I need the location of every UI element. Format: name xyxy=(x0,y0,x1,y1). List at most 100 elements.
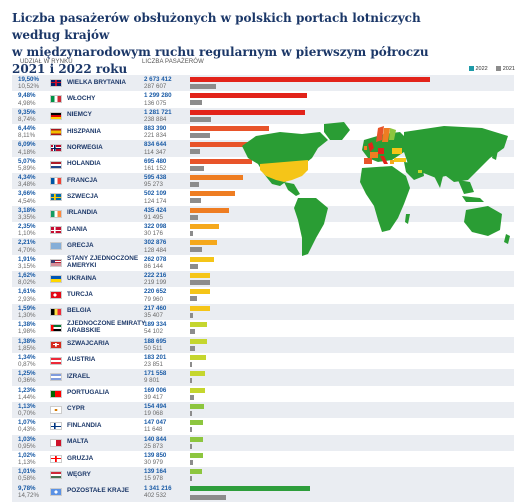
passenger-count: 140 844 25 873 xyxy=(144,436,166,450)
flag-icon xyxy=(50,209,62,218)
flag-icon xyxy=(50,226,62,235)
passenger-count: 1 341 216 402 532 xyxy=(144,485,172,499)
passenger-count: 139 850 30 979 xyxy=(144,452,166,466)
map-uae xyxy=(418,170,422,173)
map-new-zealand xyxy=(504,234,510,244)
count-2022: 147 047 xyxy=(144,419,167,427)
share-2021: 0,95% xyxy=(18,442,36,450)
bar-2022 xyxy=(190,371,206,377)
table-row: 2,21% 4,70% GRECJA 302 876 128 484 xyxy=(12,238,514,255)
share-2022: 3,66% xyxy=(18,190,36,198)
map-turkey xyxy=(394,158,406,162)
map-southeast-asia xyxy=(458,180,474,194)
count-2022: 183 201 xyxy=(144,353,167,361)
table-row: 1,91% 3,15% STANY ZJEDNOCZONE AMERYKI 262 0… xyxy=(12,255,514,271)
bar-2021 xyxy=(190,312,194,318)
count-2021: 95 273 xyxy=(144,181,163,189)
count-2021: 23 851 xyxy=(144,361,163,369)
country-name: DANIA xyxy=(67,225,88,233)
country-name: WIELKA BRYTANIA xyxy=(67,78,127,86)
count-2022: 140 844 xyxy=(144,435,167,443)
count-2021: 50 511 xyxy=(144,344,163,352)
flag-icon xyxy=(50,307,62,316)
map-madagascar xyxy=(405,214,410,224)
map-south-america xyxy=(294,198,328,256)
map-asia xyxy=(404,126,508,182)
bar-2022 xyxy=(190,256,214,262)
bar-2022 xyxy=(190,142,265,148)
table-row: 1,23% 1,44% PORTUGALIA 169 006 39 417 xyxy=(12,386,514,402)
share-2022: 6,09% xyxy=(18,141,36,149)
passenger-count: 139 164 15 978 xyxy=(144,468,166,482)
flag-icon xyxy=(50,422,62,431)
map-sweden xyxy=(382,128,390,142)
table-row: 1,02% 1,13% GRUZJA 139 850 30 979 xyxy=(12,451,514,467)
bar-2022 xyxy=(190,289,210,295)
market-share: 6,44% 8,11% xyxy=(18,125,36,139)
bar-2021 xyxy=(190,494,227,500)
map-spain xyxy=(364,158,372,164)
table-row: 1,03% 0,95% MALTA 140 844 25 873 xyxy=(12,434,514,451)
market-share: 1,03% 0,95% xyxy=(18,436,36,450)
flag-icon xyxy=(50,471,62,480)
share-2022: 1,07% xyxy=(18,419,36,427)
country-name: HISZPANIA xyxy=(67,127,101,135)
passenger-count: 695 480 161 152 xyxy=(144,158,166,172)
share-2021: 10,52% xyxy=(18,83,39,91)
country-name: PORTUGALIA xyxy=(67,389,110,397)
country-name: IRLANDIA xyxy=(67,209,98,217)
share-2022: 1,23% xyxy=(18,386,36,394)
legend-label-2021: 2021 xyxy=(502,66,515,72)
map-usa xyxy=(260,160,308,182)
count-2022: 262 078 xyxy=(144,255,167,263)
table-row: 1,38% 1,98% ZJEDNOCZONE EMIRATY ARABSKIE 18… xyxy=(12,320,514,336)
count-2021: 124 174 xyxy=(144,197,167,205)
bar-2022 xyxy=(190,126,270,132)
table-row: 6,44% 8,11% HISZPANIA 883 390 221 834 xyxy=(12,124,514,140)
passenger-count: 883 390 221 834 xyxy=(144,125,166,139)
table-row: 2,35% 1,10% DANIA 322 098 30 176 xyxy=(12,222,514,238)
count-2022: 302 876 xyxy=(144,239,167,247)
table-row: 9,48% 4,98% WŁOCHY 1 299 280 136 075 xyxy=(12,91,514,107)
bar-2022 xyxy=(190,305,210,311)
bar-2022 xyxy=(190,273,210,279)
legend-item-2022: 2022 xyxy=(468,66,488,72)
count-2022: 2 673 412 xyxy=(144,76,172,83)
flag-icon xyxy=(50,242,62,251)
share-2021: 1,13% xyxy=(18,459,36,467)
table-row: 1,61% 2,93% TURCJA 220 652 79 960 xyxy=(12,287,514,303)
share-2021: 1,10% xyxy=(18,230,36,238)
country-name: IZRAEL xyxy=(67,372,91,380)
flag-icon xyxy=(50,438,62,447)
share-2021: 0,70% xyxy=(18,410,36,418)
bar-2021 xyxy=(190,410,192,416)
bar-2021 xyxy=(190,231,193,237)
passenger-count: 183 201 23 851 xyxy=(144,354,166,368)
count-2021: 86 144 xyxy=(144,262,163,270)
count-2022: 834 644 xyxy=(144,141,167,149)
count-2022: 154 494 xyxy=(144,402,167,410)
table-row: 1,07% 0,43% FINLANDIA 147 047 11 648 xyxy=(12,418,514,434)
count-2021: 79 960 xyxy=(144,295,163,303)
share-2022: 1,62% xyxy=(18,272,36,280)
legend: 2022 2021 xyxy=(468,66,515,72)
share-2021: 3,15% xyxy=(18,262,36,270)
share-2021: 4,70% xyxy=(18,246,36,254)
share-2021: 14,72% xyxy=(18,491,39,499)
bar-2021 xyxy=(190,329,195,335)
market-share: 1,62% 8,02% xyxy=(18,272,36,286)
table-row: 1,38% 1,85% SZWAJCARIA 188 695 50 511 xyxy=(12,336,514,353)
share-2022: 9,35% xyxy=(18,108,36,116)
share-2021: 5,89% xyxy=(18,164,36,172)
market-share: 1,02% 1,13% xyxy=(18,452,36,466)
count-2022: 883 390 xyxy=(144,125,167,133)
bar-2021 xyxy=(190,133,210,139)
world-map xyxy=(242,122,510,256)
count-2021: 39 417 xyxy=(144,393,163,401)
bar-2022 xyxy=(190,354,207,360)
bar-2021 xyxy=(190,149,201,155)
market-share: 1,38% 1,85% xyxy=(18,338,36,352)
count-2022: 188 695 xyxy=(144,337,167,345)
count-2021: 128 484 xyxy=(144,246,167,254)
share-2022: 1,13% xyxy=(18,402,36,410)
